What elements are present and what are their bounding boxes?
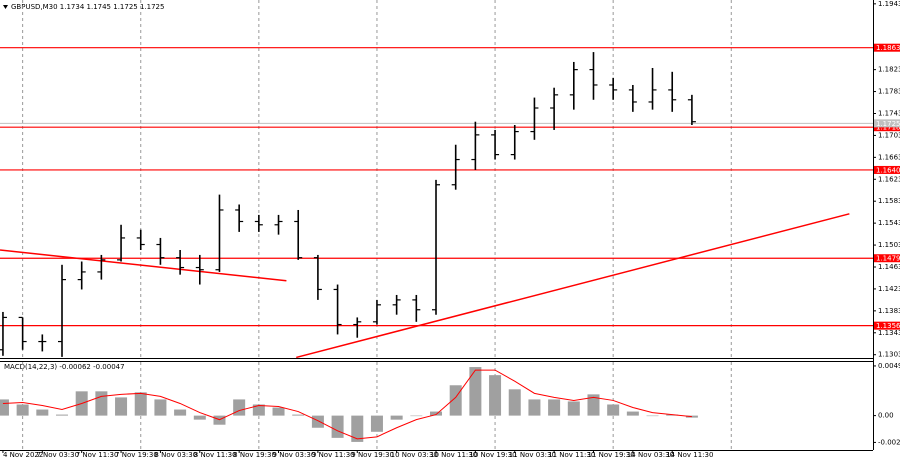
x-tick-label: 4 Nov 2022 — [3, 451, 43, 459]
y-tick-label: 1.1383 — [878, 307, 900, 315]
macd-histogram-bar — [508, 389, 521, 416]
y-tick-label: 1.1543 — [878, 219, 900, 227]
macd-histogram-bar — [36, 409, 49, 416]
level-label-box — [874, 254, 900, 263]
macd-histogram-bar — [233, 399, 246, 416]
macd-histogram-bar — [174, 409, 187, 416]
macd-histogram-bar — [410, 415, 423, 417]
y-tick-label: 1.1623 — [878, 175, 900, 183]
level-label: 1.1718 — [876, 124, 900, 132]
y-tick-label: 1.1583 — [878, 197, 900, 205]
x-tick-label: 7 Nov 19:30 — [115, 451, 158, 459]
level-label: 1.1479 — [876, 255, 900, 263]
macd-y-tick-label: 0.00491 — [878, 362, 900, 370]
y-tick-label: 1.1943 — [878, 0, 900, 8]
level-label: 1.1640 — [876, 166, 900, 174]
macd-histogram-bar — [134, 392, 147, 416]
macd-histogram-bar — [390, 415, 403, 420]
x-tick-label: 8 Nov 03:30 — [154, 451, 197, 459]
current-price-box — [874, 119, 900, 128]
level-label: 1.1863 — [876, 44, 900, 52]
x-tick-label: 14 Nov 03:30 — [627, 451, 674, 459]
x-tick-label: 8 Nov 11:30 — [194, 451, 237, 459]
macd-histogram-bar — [469, 367, 482, 416]
y-tick-label: 1.1743 — [878, 109, 900, 117]
macd-signal-line — [2, 369, 692, 440]
macd-histogram-bar — [666, 414, 679, 416]
x-tick-label: 10 Nov 03:30 — [391, 451, 438, 459]
x-tick-label: 11 Nov 19:30 — [587, 451, 634, 459]
macd-histogram-bar — [567, 401, 580, 416]
macd-histogram-bar — [193, 415, 206, 420]
macd-y-tick-label: 0.00 — [878, 412, 894, 420]
x-tick-label: 10 Nov 19:30 — [469, 451, 516, 459]
macd-histogram-bar — [587, 394, 600, 416]
y-tick-label: 1.1303 — [878, 351, 900, 359]
y-tick-label: 1.1423 — [878, 285, 900, 293]
x-tick-label: 11 Nov 03:30 — [509, 451, 556, 459]
macd-histogram-bar — [646, 415, 659, 417]
level-label-box — [874, 321, 900, 330]
x-tick-label: 9 Nov 19:30 — [351, 451, 394, 459]
y-tick-label: 1.1823 — [878, 66, 900, 74]
macd-histogram-bar — [626, 411, 639, 416]
y-tick-label: 1.1343 — [878, 329, 900, 337]
macd-histogram-bar — [154, 399, 167, 416]
macd-histogram-bar — [370, 415, 383, 432]
x-tick-label: 9 Nov 11:30 — [312, 451, 355, 459]
macd-header: MACD(14,22,3) -0.00062 -0.00047 — [4, 363, 125, 371]
current-price-label: 1.1725 — [876, 120, 900, 128]
macd-histogram-bar — [430, 411, 443, 416]
x-tick-label: 10 Nov 11:30 — [430, 451, 477, 459]
x-tick-label: 7 Nov 03:30 — [36, 451, 79, 459]
chart-header: GBPUSD,M30 1.1734 1.1745 1.1725 1.1725 — [11, 3, 164, 11]
macd-histogram-bar — [252, 404, 265, 416]
y-tick-label: 1.1463 — [878, 263, 900, 271]
x-tick-label: 9 Nov 03:30 — [273, 451, 316, 459]
macd-histogram-bar — [0, 399, 9, 416]
y-tick-label: 1.1503 — [878, 241, 900, 249]
level-label-box — [874, 43, 900, 52]
macd-histogram-bar — [311, 415, 324, 428]
macd-histogram-bar — [548, 399, 561, 416]
macd-histogram-bar — [607, 404, 620, 416]
macd-histogram-bar — [292, 414, 305, 416]
level-label-box — [874, 165, 900, 174]
trend-line — [296, 213, 850, 359]
macd-y-tick-label: -0.00265 — [878, 438, 900, 446]
x-tick-label: 11 Nov 11:30 — [548, 451, 595, 459]
x-tick-label: 8 Nov 19:30 — [233, 451, 276, 459]
macd-histogram-bar — [272, 407, 285, 416]
symbol-icon — [3, 5, 8, 9]
trend-line — [0, 249, 287, 282]
x-tick-label: 7 Nov 11:30 — [76, 451, 119, 459]
macd-histogram-bar — [351, 415, 364, 442]
macd-histogram-bar — [95, 391, 108, 416]
macd-histogram-bar — [56, 414, 69, 416]
level-label: 1.1356 — [876, 322, 900, 330]
y-tick-label: 1.1703 — [878, 131, 900, 139]
macd-histogram-bar — [528, 399, 541, 416]
macd-histogram-bar — [16, 404, 29, 416]
macd-histogram-bar — [331, 415, 344, 438]
y-tick-label: 1.1663 — [878, 153, 900, 161]
x-tick-label: 14 Nov 11:30 — [666, 451, 713, 459]
macd-histogram-bar — [115, 397, 128, 416]
macd-histogram-bar — [489, 375, 502, 416]
y-tick-label: 1.1783 — [878, 88, 900, 96]
